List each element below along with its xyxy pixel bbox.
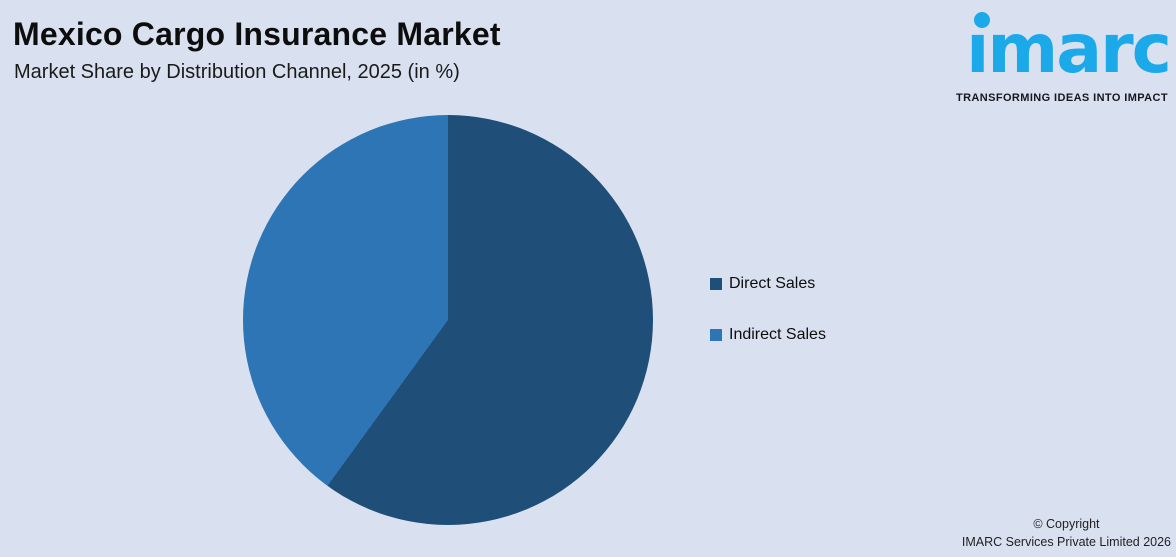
imarc-wordmark: ımarc [966, 6, 1172, 94]
legend-swatch-direct-sales [710, 278, 722, 290]
page-title: Mexico Cargo Insurance Market [13, 16, 501, 52]
pie-chart [243, 115, 653, 525]
copyright-notice: © Copyright IMARC Services Private Limit… [962, 515, 1171, 551]
imarc-logo: ımarc TRANSFORMING IDEAS INTO IMPACT [940, 6, 1172, 108]
chart-legend: Direct Sales Indirect Sales [710, 275, 826, 378]
legend-label: Direct Sales [729, 275, 816, 292]
page-subtitle: Market Share by Distribution Channel, 20… [14, 61, 460, 83]
copyright-line1: © Copyright [1033, 516, 1100, 531]
logo-chevrons-icon [1158, 42, 1176, 92]
imarc-tagline: TRANSFORMING IDEAS INTO IMPACT [955, 92, 1168, 104]
legend-item-direct-sales: Direct Sales [710, 275, 826, 292]
legend-swatch-indirect-sales [710, 329, 722, 341]
legend-label: Indirect Sales [729, 326, 826, 343]
legend-item-indirect-sales: Indirect Sales [710, 326, 826, 343]
copyright-line2: IMARC Services Private Limited 2026 [961, 534, 1171, 549]
imarc-wordmark-text: ımarc [966, 10, 1172, 89]
imarc-logo-dot-icon [974, 12, 991, 28]
